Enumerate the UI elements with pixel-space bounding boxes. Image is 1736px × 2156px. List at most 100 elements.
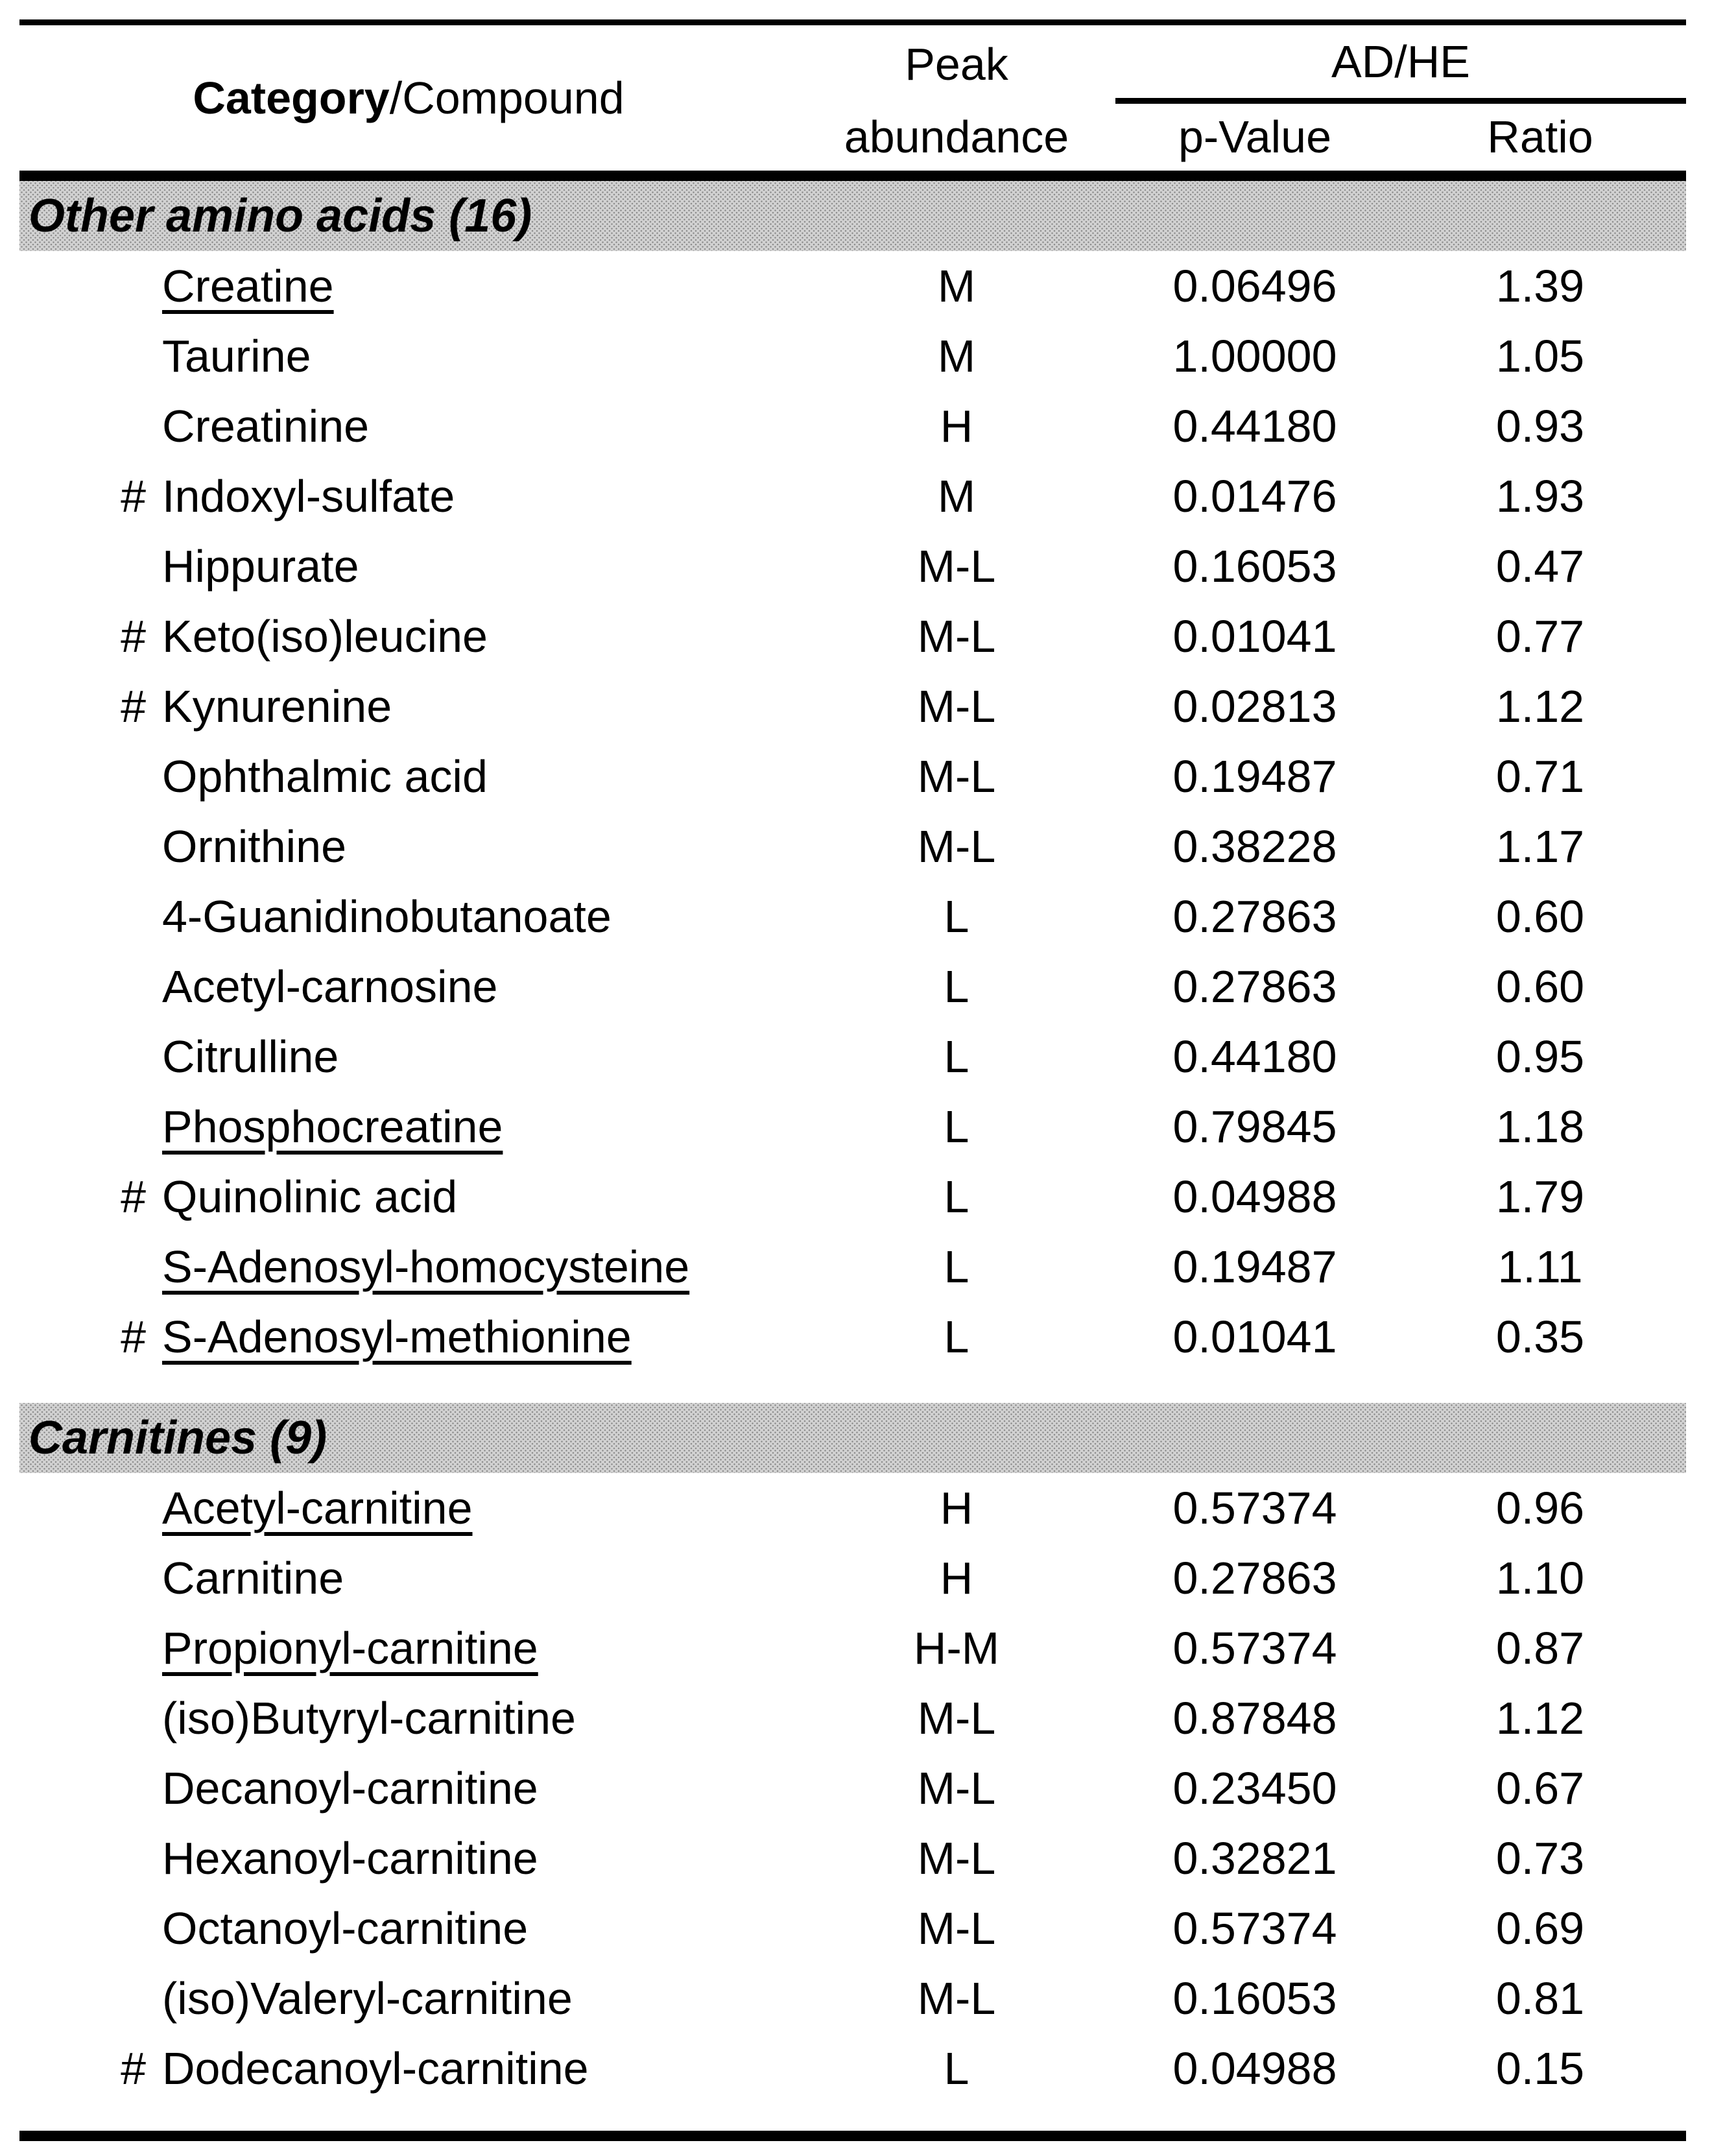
- table-row: Creatine M 0.06496 1.39: [19, 251, 1686, 321]
- hash-marker: [19, 811, 162, 881]
- compound-name: Creatinine: [162, 401, 370, 451]
- hash-marker: [19, 1753, 162, 1823]
- pvalue-value: 0.16053: [1172, 1973, 1337, 2024]
- hash-marker: #: [121, 471, 146, 521]
- compound-name: Acetyl-carnitine: [162, 1483, 473, 1533]
- peak-abundance-value: M: [937, 471, 976, 521]
- table-row: Decanoyl-carnitine M-L 0.23450 0.67: [19, 1753, 1686, 1823]
- table-row: (iso)Valeryl-carnitine M-L 0.16053 0.81: [19, 1963, 1686, 2033]
- table-row: Octanoyl-carnitine M-L 0.57374 0.69: [19, 1893, 1686, 1963]
- table-row: Acetyl-carnosine L 0.27863 0.60: [19, 952, 1686, 1022]
- peak-abundance-value: M-L: [917, 751, 996, 802]
- compound-name: Propionyl-carnitine: [162, 1623, 538, 1673]
- pvalue-value: 0.44180: [1172, 1031, 1337, 1082]
- compound-name: (iso)Butyryl-carnitine: [162, 1693, 576, 1743]
- compound-name: Phosphocreatine: [162, 1101, 503, 1152]
- pvalue-value: 0.06496: [1172, 261, 1337, 311]
- pvalue-value: 0.01476: [1172, 471, 1337, 521]
- pvalue-value: 0.57374: [1172, 1623, 1337, 1673]
- peak-abundance-value: H: [940, 1483, 973, 1533]
- compound-name: Ornithine: [162, 821, 347, 872]
- hash-marker: [19, 1543, 162, 1613]
- ratio-value: 0.60: [1495, 891, 1585, 942]
- ratio-value: 0.35: [1495, 1312, 1585, 1362]
- header-peak-abundance: Peak abundance: [798, 25, 1115, 171]
- ratio-value: 0.77: [1495, 611, 1585, 662]
- section-header: Carnitines (9): [19, 1403, 1686, 1473]
- compound-name: Ophthalmic acid: [162, 751, 488, 802]
- table-row: Ornithine M-L 0.38228 1.17: [19, 811, 1686, 881]
- pvalue-value: 0.87848: [1172, 1693, 1337, 1743]
- table-top-rule: [19, 19, 1686, 25]
- compound-name: 4-Guanidinobutanoate: [162, 891, 612, 942]
- ratio-value: 0.60: [1495, 961, 1585, 1012]
- hash-marker: [19, 1963, 162, 2033]
- hash-marker: [19, 1683, 162, 1753]
- table-row: # Keto(iso)leucine M-L 0.01041 0.77: [19, 601, 1686, 671]
- header-pvalue: p-Value: [1178, 112, 1332, 162]
- ratio-value: 1.10: [1495, 1553, 1585, 1603]
- pvalue-value: 0.57374: [1172, 1903, 1337, 1954]
- pvalue-value: 0.23450: [1172, 1763, 1337, 1814]
- hash-marker: [19, 881, 162, 952]
- compound-name: Dodecanoyl-carnitine: [162, 2043, 589, 2094]
- peak-abundance-value: L: [944, 1171, 969, 1222]
- hash-marker: #: [121, 2043, 146, 2094]
- peak-abundance-value: M-L: [917, 1903, 996, 1954]
- hash-marker: #: [121, 1312, 146, 1362]
- hash-marker: [19, 1092, 162, 1162]
- ratio-value: 1.39: [1495, 261, 1585, 311]
- ratio-value: 1.93: [1495, 471, 1585, 521]
- header-bottom-rule: [19, 171, 1686, 181]
- compound-name: Creatine: [162, 261, 334, 311]
- ratio-value: 0.69: [1495, 1903, 1585, 1954]
- hash-marker: [19, 1473, 162, 1543]
- header-adhe-subrow: p-Value Ratio: [1115, 104, 1686, 171]
- table-row: # S-Adenosyl-methionine L 0.01041 0.35: [19, 1302, 1686, 1372]
- hash-marker: [19, 321, 162, 391]
- pvalue-value: 0.38228: [1172, 821, 1337, 872]
- peak-abundance-value: L: [944, 891, 969, 942]
- hash-marker: [19, 251, 162, 321]
- compound-name: Kynurenine: [162, 681, 392, 732]
- header-adhe-group: AD/HE p-Value Ratio: [1115, 25, 1686, 171]
- hash-marker: [19, 952, 162, 1022]
- ratio-value: 0.47: [1495, 541, 1585, 592]
- ratio-value: 0.67: [1495, 1763, 1585, 1814]
- pvalue-value: 0.19487: [1172, 1241, 1337, 1292]
- table-row: S-Adenosyl-homocysteine L 0.19487 1.11: [19, 1232, 1686, 1302]
- pvalue-value: 0.04988: [1172, 2043, 1337, 2094]
- table-row: Hexanoyl-carnitine M-L 0.32821 0.73: [19, 1823, 1686, 1893]
- peak-abundance-value: M-L: [917, 1763, 996, 1814]
- pvalue-value: 0.79845: [1172, 1101, 1337, 1152]
- table-row: Taurine M 1.00000 1.05: [19, 321, 1686, 391]
- compound-name: Decanoyl-carnitine: [162, 1763, 538, 1814]
- pvalue-value: 0.04988: [1172, 1171, 1337, 1222]
- compound-name: Acetyl-carnosine: [162, 961, 498, 1012]
- compound-name: Keto(iso)leucine: [162, 611, 488, 662]
- header-compound: /Compound: [389, 73, 624, 123]
- hash-marker: [19, 1613, 162, 1683]
- peak-abundance-value: M-L: [917, 1693, 996, 1743]
- hash-marker: #: [121, 1171, 146, 1222]
- metabolite-table: Category/Compound Peak abundance AD/HE p…: [19, 19, 1686, 2141]
- pvalue-value: 0.27863: [1172, 891, 1337, 942]
- ratio-value: 0.15: [1495, 2043, 1585, 2094]
- ratio-value: 0.71: [1495, 751, 1585, 802]
- compound-name: Taurine: [162, 331, 311, 381]
- table-row: Creatinine H 0.44180 0.93: [19, 391, 1686, 461]
- compound-name: (iso)Valeryl-carnitine: [162, 1973, 573, 2024]
- peak-abundance-value: L: [944, 961, 969, 1012]
- hash-marker: [19, 1823, 162, 1893]
- hash-marker: [19, 1893, 162, 1963]
- peak-abundance-value: L: [944, 1031, 969, 1082]
- peak-abundance-value: M-L: [917, 611, 996, 662]
- table-row: Citrulline L 0.44180 0.95: [19, 1022, 1686, 1092]
- pvalue-value: 0.27863: [1172, 1553, 1337, 1603]
- compound-name: Citrulline: [162, 1031, 339, 1082]
- table-header: Category/Compound Peak abundance AD/HE p…: [19, 25, 1686, 171]
- ratio-value: 1.79: [1495, 1171, 1585, 1222]
- section-header: Other amino acids (16): [19, 181, 1686, 251]
- peak-abundance-value: H: [940, 1553, 973, 1603]
